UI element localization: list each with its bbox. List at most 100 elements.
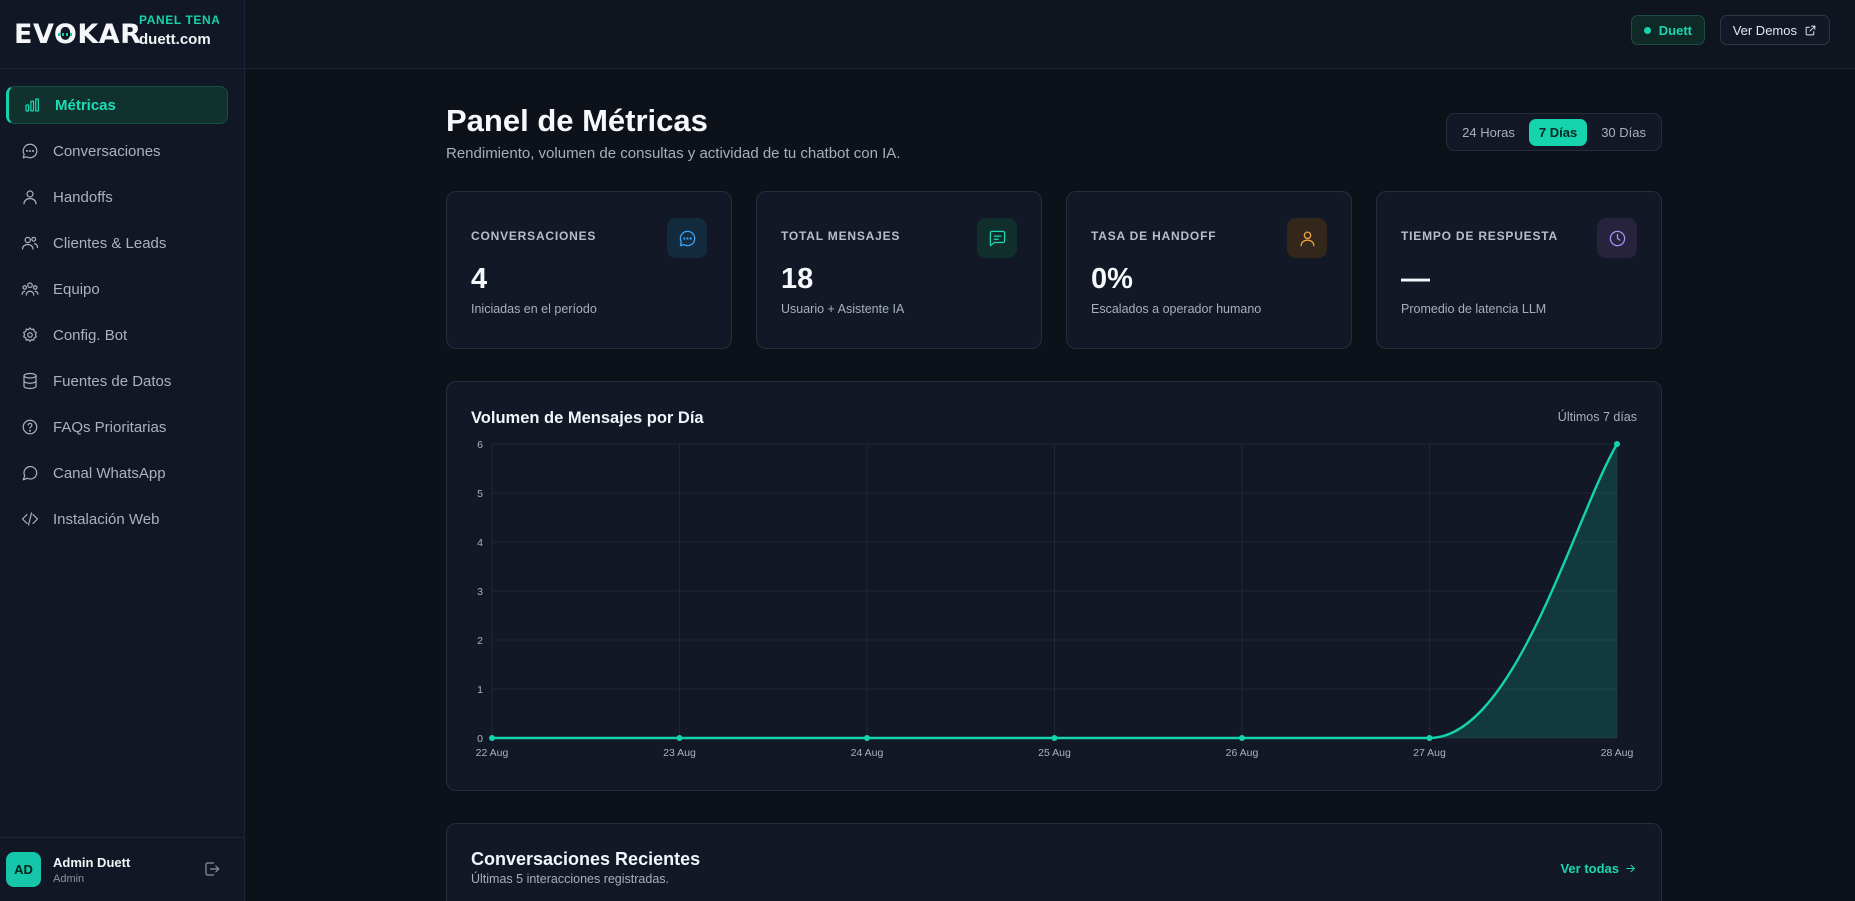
code-icon: [20, 509, 40, 529]
data-point: [1239, 735, 1245, 741]
sidebar: EVOKAR PANEL TENANT duett.com Métricas C…: [0, 0, 245, 901]
sidebar-item-conversaciones[interactable]: Conversaciones: [6, 132, 228, 170]
x-tick-label: 27 Aug: [1413, 747, 1446, 759]
user-role: Admin: [53, 872, 85, 885]
metric-description: Iniciadas en el período: [471, 302, 597, 316]
tenant-badge[interactable]: Duett: [1630, 15, 1705, 45]
user-profile: AD Admin Duett Admin: [0, 837, 245, 901]
y-tick-label: 3: [477, 586, 483, 598]
x-tick-label: 26 Aug: [1226, 747, 1259, 759]
clock-icon: [1597, 218, 1637, 258]
metric-label: TIEMPO DE RESPUESTA: [1401, 229, 1558, 243]
sidebar-item-faqs[interactable]: FAQs Prioritarias: [6, 408, 228, 446]
tenant-badge-label: Duett: [1658, 22, 1692, 38]
chart-title: Volumen de Mensajes por Día: [471, 409, 704, 427]
metric-card-tiempo-respuesta: TIEMPO DE RESPUESTA — Promedio de latenc…: [1376, 191, 1662, 349]
avatar[interactable]: AD: [6, 852, 41, 887]
logo-dots-icon: [58, 33, 72, 36]
x-tick-label: 25 Aug: [1038, 747, 1071, 759]
chart-range-label: Últimos 7 días: [1557, 410, 1637, 424]
user-name: Admin Duett: [53, 854, 131, 870]
sidebar-item-equipo[interactable]: Equipo: [6, 270, 228, 308]
metric-value: 18: [781, 263, 814, 295]
users-icon: [20, 233, 40, 253]
sidebar-item-metricas[interactable]: Métricas: [6, 86, 228, 124]
sidebar-item-label: Canal WhatsApp: [53, 464, 166, 482]
message-circle-icon: [20, 463, 40, 483]
data-point: [864, 735, 870, 741]
main-content: Panel de Métricas Rendimiento, volumen d…: [446, 69, 1662, 901]
sidebar-item-label: Instalación Web: [53, 510, 160, 528]
sidebar-nav: Métricas Conversaciones Handoffs Cliente…: [0, 69, 244, 538]
messages-area-chart: 0 1 2 3 4 5 6 22 Aug 23 Aug 24 Aug 25 Aug 26 Aug 27 …: [476, 439, 1634, 759]
range-option-7d[interactable]: 7 Días: [1528, 118, 1588, 146]
y-tick-label: 2: [477, 635, 483, 647]
recent-title: Conversaciones Recientes: [471, 849, 701, 869]
data-point: [676, 735, 683, 741]
metric-description: Promedio de latencia LLM: [1401, 302, 1547, 316]
database-icon: [20, 371, 40, 391]
chat-icon: [20, 141, 40, 161]
recent-subtitle: Últimas 5 interacciones registradas.: [471, 872, 669, 886]
message-square-icon: [977, 218, 1017, 258]
evokar-logo[interactable]: EVOKAR: [14, 18, 142, 50]
status-dot-icon: [1643, 26, 1651, 34]
data-point: [1614, 441, 1620, 447]
sidebar-item-label: Fuentes de Datos: [53, 372, 172, 390]
metric-card-total-mensajes: TOTAL MENSAJES 18 Usuario + Asistente IA: [756, 191, 1042, 349]
time-range-switch: 24 Horas 7 Días 30 Días: [1446, 113, 1662, 151]
tenant-name: duett.com: [139, 31, 211, 48]
x-tick-label: 23 Aug: [663, 747, 696, 759]
ver-demos-button[interactable]: Ver Demos: [1719, 15, 1830, 45]
sidebar-item-instalacion-web[interactable]: Instalación Web: [6, 500, 228, 538]
y-tick-label: 0: [477, 733, 483, 745]
sidebar-item-clientes-leads[interactable]: Clientes & Leads: [6, 224, 228, 262]
panel-label: PANEL TENANT: [139, 13, 219, 27]
metric-description: Usuario + Asistente IA: [781, 302, 905, 316]
data-point: [1426, 735, 1433, 741]
metric-cards: CONVERSACIONES 4 Iniciadas en el período…: [446, 191, 1662, 349]
metric-value: —: [1401, 263, 1430, 295]
logout-icon[interactable]: [203, 860, 223, 880]
ver-todas-link[interactable]: Ver todas: [1560, 861, 1637, 876]
sidebar-item-label: Clientes & Leads: [53, 234, 167, 252]
y-tick-label: 6: [477, 439, 483, 451]
arrow-right-icon: [1626, 864, 1635, 873]
data-point: [1051, 735, 1058, 741]
sidebar-item-label: Métricas: [55, 96, 116, 114]
sidebar-item-canal-whatsapp[interactable]: Canal WhatsApp: [6, 454, 228, 492]
range-option-24h[interactable]: 24 Horas: [1462, 124, 1515, 140]
bar-chart-icon: [22, 95, 42, 115]
metric-label: TASA DE HANDOFF: [1091, 229, 1217, 243]
metric-label: TOTAL MENSAJES: [781, 229, 901, 243]
sidebar-item-label: Equipo: [53, 280, 100, 298]
metric-label: CONVERSACIONES: [471, 229, 597, 243]
sidebar-item-label: Handoffs: [53, 188, 113, 206]
sidebar-item-config-bot[interactable]: Config. Bot: [6, 316, 228, 354]
recent-conversations-card: Conversaciones Recientes Últimas 5 inter…: [446, 823, 1662, 901]
range-option-30d[interactable]: 30 Días: [1601, 124, 1646, 140]
external-link-icon: [1805, 25, 1816, 35]
sidebar-item-fuentes-datos[interactable]: Fuentes de Datos: [6, 362, 228, 400]
page-title: Panel de Métricas: [446, 103, 708, 138]
gear-icon: [20, 325, 40, 345]
sidebar-item-handoffs[interactable]: Handoffs: [6, 178, 228, 216]
metric-description: Escalados a operador humano: [1091, 302, 1262, 316]
y-tick-label: 4: [477, 537, 483, 549]
ver-demos-label: Ver Demos: [1732, 22, 1797, 38]
x-tick-label: 22 Aug: [476, 747, 509, 759]
series-line: [492, 443, 1619, 740]
help-circle-icon: [20, 417, 40, 437]
x-tick-label: 28 Aug: [1601, 747, 1634, 759]
team-icon: [20, 279, 40, 299]
y-tick-label: 5: [477, 488, 483, 500]
series-area: [492, 444, 1617, 738]
messages-chart-card: Volumen de Mensajes por Día Últimos 7 dí…: [446, 381, 1662, 791]
user-icon: [20, 187, 40, 207]
ver-todas-label: Ver todas: [1560, 861, 1619, 876]
metric-value: 0%: [1091, 263, 1133, 295]
y-tick-label: 1: [477, 684, 483, 696]
metric-card-tasa-handoff: TASA DE HANDOFF 0% Escalados a operador …: [1066, 191, 1352, 349]
brand-header: EVOKAR PANEL TENANT duett.com: [0, 0, 244, 69]
metric-card-conversaciones: CONVERSACIONES 4 Iniciadas en el período: [446, 191, 732, 349]
